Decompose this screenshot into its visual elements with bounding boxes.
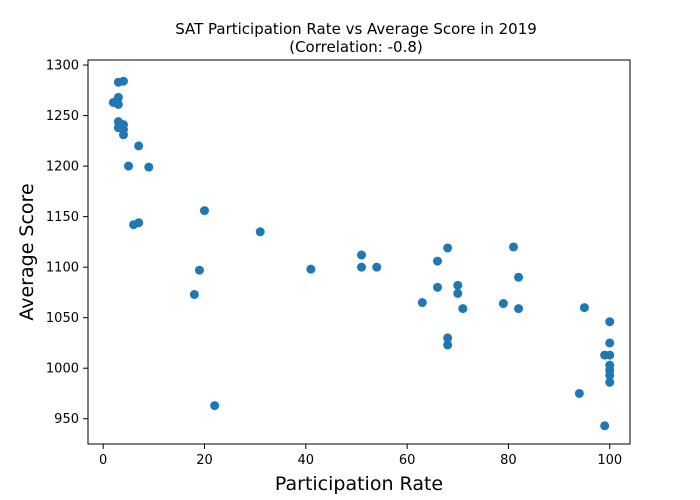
data-point [453,288,463,298]
y-tick-label: 1000 [46,362,79,377]
data-point [574,388,584,398]
data-point [113,92,123,102]
data-point [433,282,443,292]
data-point [200,206,210,216]
data-point [372,262,382,272]
x-tick-label: 80 [500,453,517,468]
data-point [600,421,610,431]
data-point [508,242,518,252]
x-tick-label: 0 [99,453,107,468]
data-point [113,99,123,109]
data-point [453,280,463,290]
data-point [255,227,265,237]
data-point [498,299,508,309]
data-point [134,218,144,228]
y-tick-label: 1250 [46,109,79,124]
x-axis-label: Participation Rate [275,473,443,495]
data-point [514,272,524,282]
data-point [118,130,128,140]
plot-frame [87,59,631,445]
points-layer [108,76,615,431]
x-tick-label: 60 [399,453,416,468]
chart-title: SAT Participation Rate vs Average Score … [175,20,537,38]
y-tick-label: 1150 [46,210,79,225]
data-point [357,262,367,272]
x-tick-label: 20 [196,453,213,468]
x-tick-label: 40 [298,453,315,468]
data-point [514,304,524,314]
data-point [605,377,615,387]
data-point [134,141,144,151]
data-point [443,333,453,343]
data-point [306,264,316,274]
data-point [605,370,615,380]
y-tick-label: 1100 [46,261,79,276]
data-point [210,401,220,411]
data-point [443,340,453,350]
chart-subtitle: (Correlation: -0.8) [289,38,423,56]
data-point [605,317,615,327]
data-point [605,338,615,348]
y-axis-label: Average Score [16,183,38,320]
data-point [458,304,468,314]
data-point [579,303,589,313]
y-tick-label: 1300 [46,59,79,74]
data-point [189,289,199,299]
ticks-layer: 0 20 40 60 80 100 950 1000 1050 1100 1150 1200 1250 1… [46,59,622,468]
y-tick-label: 1050 [46,311,79,326]
data-point [118,76,128,86]
data-point [124,161,134,171]
data-point [605,350,615,360]
data-point [417,298,427,308]
data-point [194,265,204,275]
data-point [443,243,453,253]
y-tick-label: 1200 [46,160,79,175]
data-point [144,162,154,172]
data-point [433,256,443,266]
x-tick-label: 100 [597,453,622,468]
data-point [357,250,367,260]
y-tick-label: 950 [54,412,79,427]
